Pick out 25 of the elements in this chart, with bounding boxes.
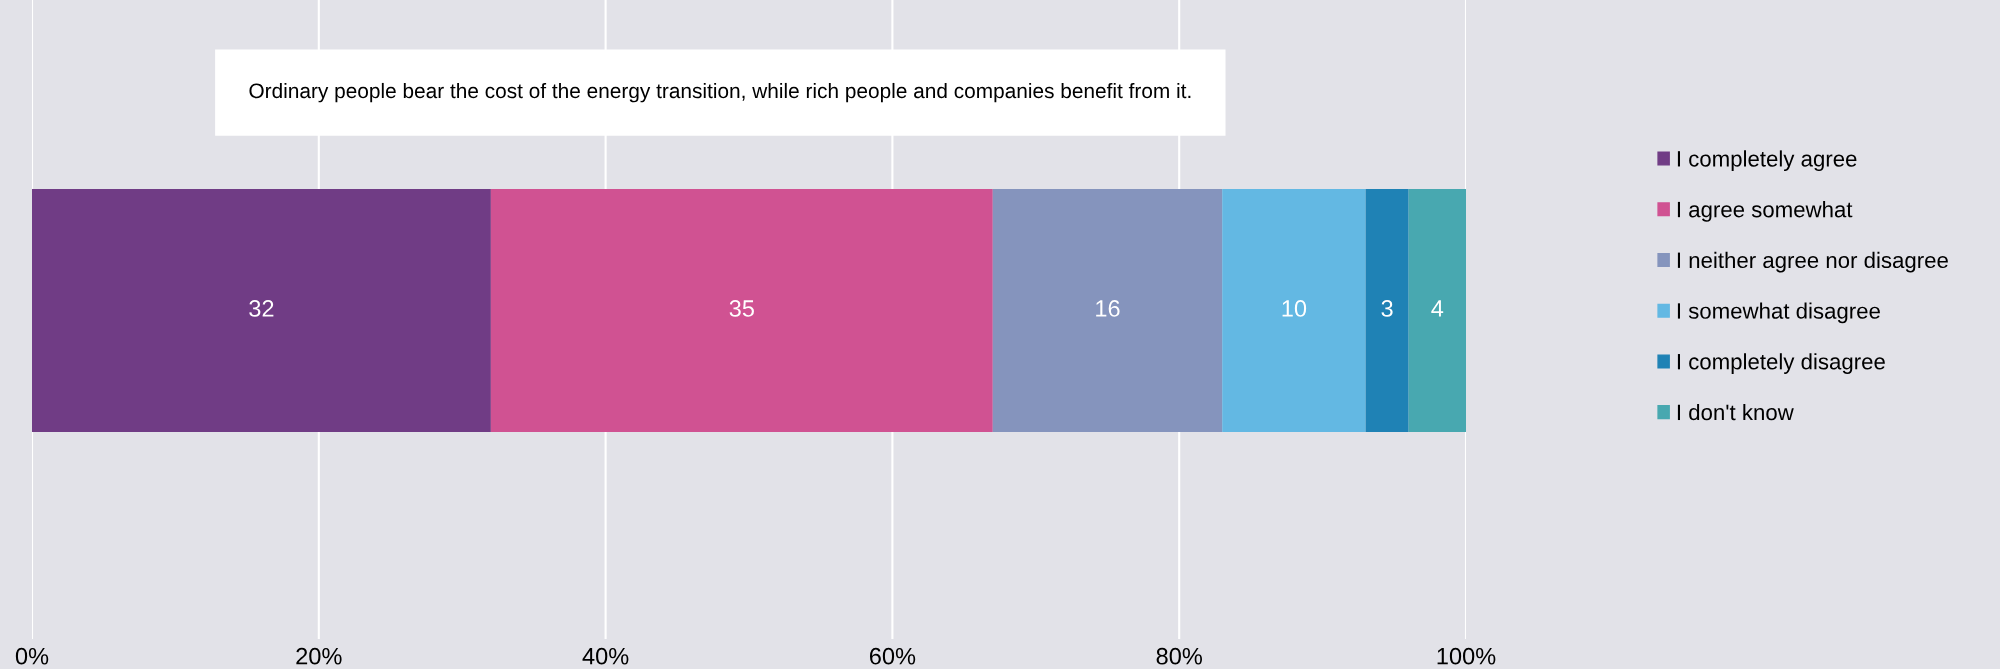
legend-label: I completely disagree (1677, 353, 1885, 374)
legend-label: I somewhat disagree (1677, 302, 1880, 324)
legend-label: I completely agree (1677, 150, 1857, 172)
legend-label: I don't know (1677, 403, 1794, 421)
chart-title: Ordinary people bear the cost of the energy transition, while rich people and companies benefit from it. (249, 82, 1191, 103)
bar (32, 189, 491, 432)
bar (1408, 189, 1466, 432)
data-label: 10 (1282, 300, 1307, 317)
x-tick-label: 20% (296, 647, 342, 665)
data-label: 35 (729, 300, 754, 317)
x-tick-label: 40% (582, 647, 629, 665)
bar (1365, 189, 1409, 432)
bar (490, 189, 993, 432)
data-label: 16 (1096, 300, 1120, 317)
x-tick-label: 0% (15, 647, 49, 665)
bar (992, 189, 1223, 432)
legend-label: I agree somewhat (1677, 201, 1853, 222)
legend-label: I neither agree nor disagree (1677, 251, 1948, 273)
x-tick-label: 60% (869, 647, 916, 665)
data-label: 4 (1431, 300, 1444, 317)
data-label: 32 (249, 300, 274, 317)
x-tick-label: 80% (1156, 647, 1202, 665)
bar (1222, 189, 1366, 432)
data-label: 3 (1381, 300, 1393, 317)
x-tick-label: 100% (1437, 647, 1496, 665)
